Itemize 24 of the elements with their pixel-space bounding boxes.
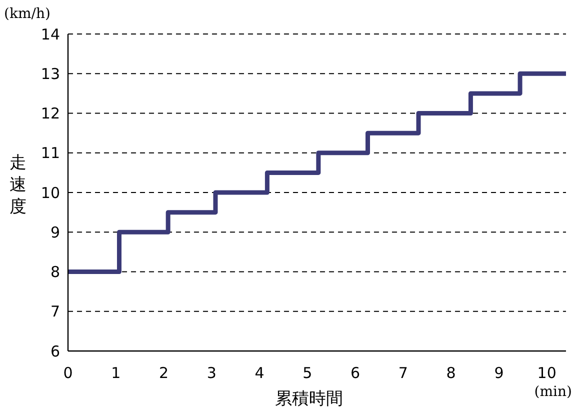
x-tick-label: 8 — [446, 364, 456, 382]
x-axis-title: 累積時間 — [275, 389, 343, 409]
x-tick-label: 6 — [350, 364, 360, 382]
x-tick-label: 1 — [111, 364, 121, 382]
text: (min) — [534, 384, 572, 400]
y-tick-label: 7 — [50, 302, 60, 321]
y-tick-label: 14 — [40, 25, 60, 44]
x-tick-label: 9 — [494, 364, 504, 382]
x-tick-label: 5 — [302, 364, 312, 382]
y-tick-label: 9 — [50, 223, 60, 242]
y-tick-label: 8 — [50, 263, 60, 281]
x-tick-label: 2 — [158, 364, 169, 382]
x-tick-label: 7 — [398, 364, 408, 382]
y-tick-label: 6 — [50, 342, 60, 360]
x-tick-label: 4 — [254, 364, 264, 382]
y-tick-label: 12 — [40, 104, 60, 122]
x-tick-label: 0 — [63, 364, 73, 382]
y-tick-label: 13 — [40, 64, 60, 83]
x-tick-label: 10 — [537, 364, 556, 382]
y-tick-label: 10 — [40, 184, 60, 202]
x-tick-label: 3 — [206, 364, 216, 382]
y-axis-title: 走速度 — [10, 153, 26, 217]
y-tick-label: 11 — [40, 144, 60, 162]
text: (km/h) — [4, 6, 50, 22]
